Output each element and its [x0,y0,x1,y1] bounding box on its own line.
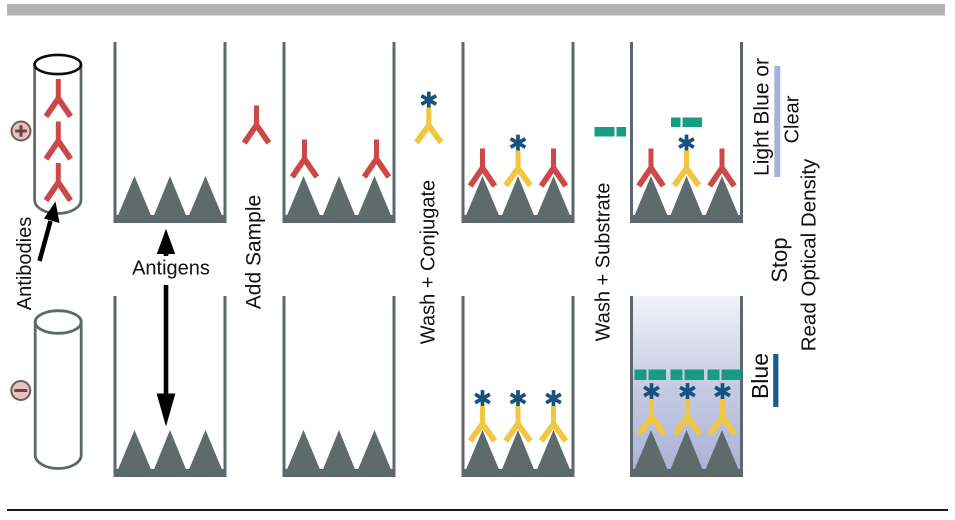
svg-text:Light Blue or: Light Blue or [751,58,774,176]
svg-text:Add Sample: Add Sample [243,195,266,309]
svg-text:Wash + Conjugate: Wash + Conjugate [417,180,439,344]
svg-text:Wash + Substrate: Wash + Substrate [592,183,614,342]
svg-text:Antigens: Antigens [132,258,210,280]
svg-text:Blue: Blue [747,353,773,399]
svg-text:Clear: Clear [781,95,803,143]
svg-text:Antibodies: Antibodies [14,217,36,310]
svg-text:Read Optical Density: Read Optical Density [797,158,820,351]
svg-text:Stop: Stop [767,237,792,282]
